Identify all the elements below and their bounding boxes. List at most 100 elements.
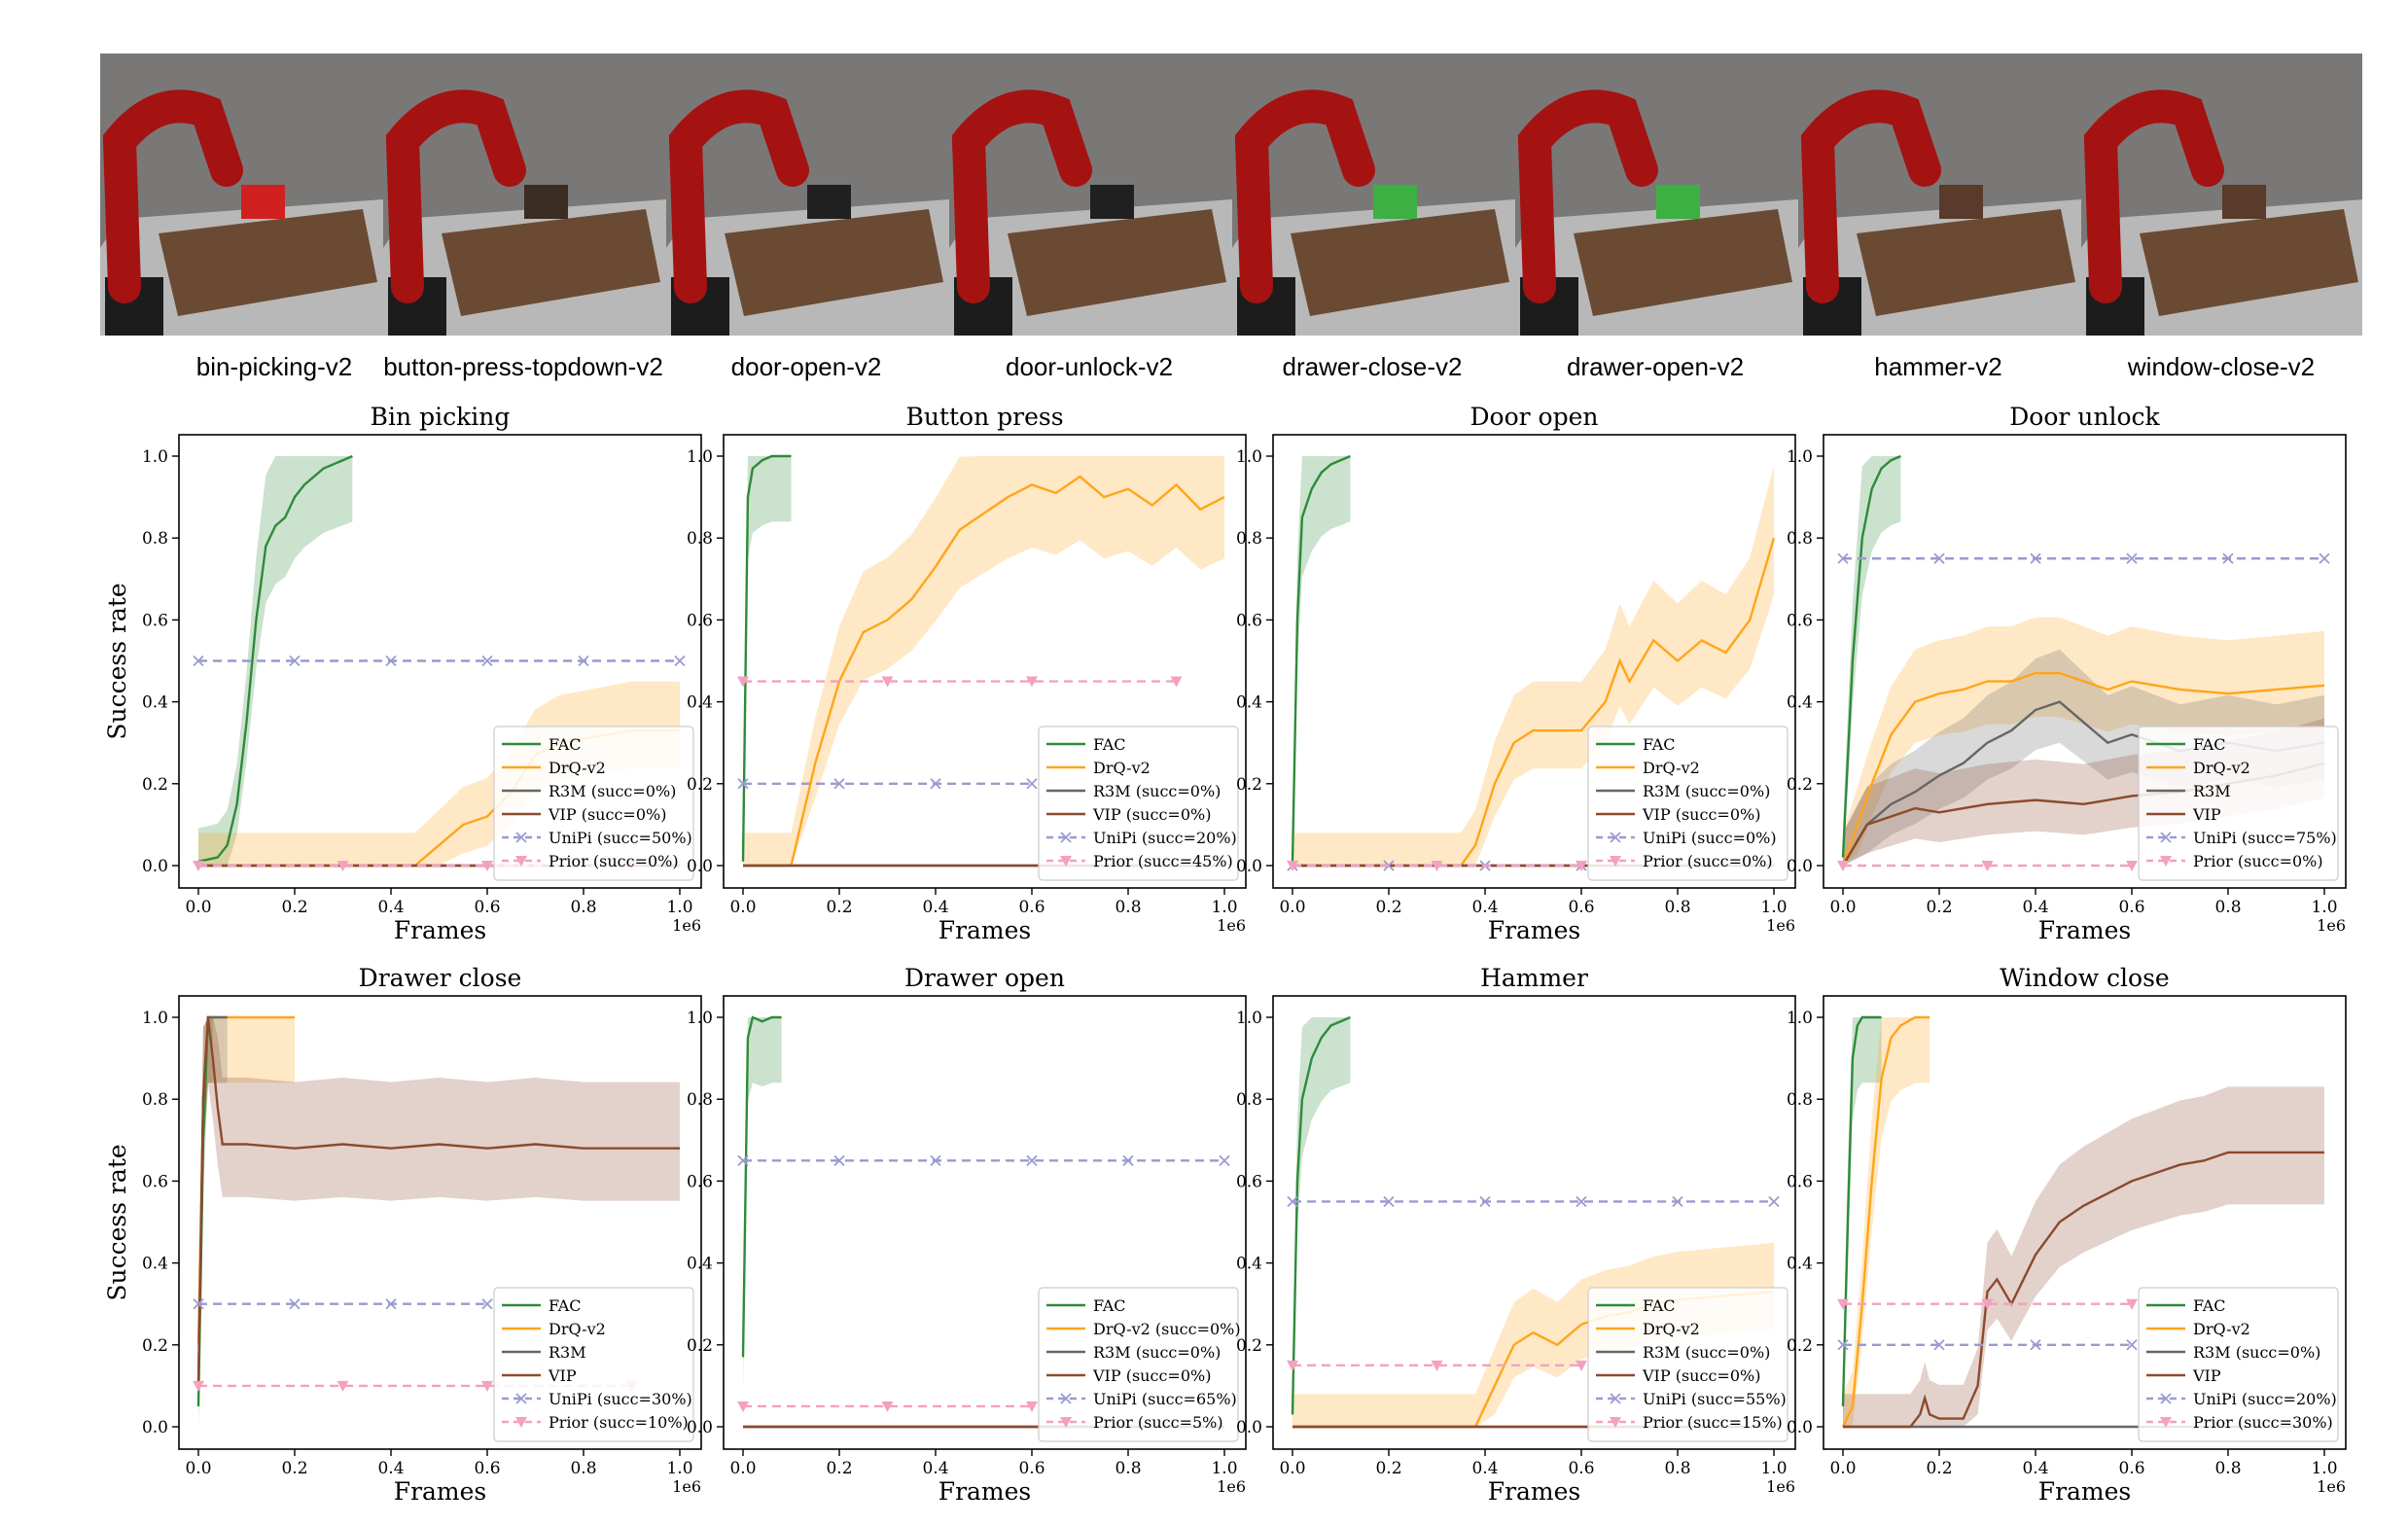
x-tick-label: 0.6	[474, 1459, 500, 1478]
series-line	[741, 454, 792, 862]
x-tick-label: 0.2	[281, 1459, 307, 1478]
scene-robot-arm	[1234, 89, 1375, 303]
x-tick-label: 1.0	[666, 1459, 692, 1478]
legend-entry: VIP (succ=0%)	[1092, 805, 1211, 824]
legend-entry: UniPi (succ=50%)	[549, 829, 692, 847]
series-marker	[737, 1154, 749, 1166]
x-tick-label: 0.2	[826, 1459, 852, 1478]
legend-entry: FAC	[1093, 735, 1126, 754]
series-marker	[1026, 1401, 1038, 1412]
series-marker	[1431, 861, 1443, 871]
env-label-door-unlock: door-unlock-v2	[1006, 352, 1173, 381]
x-scale-label: 1e6	[1217, 1477, 1246, 1496]
x-tick-label: 0.8	[2214, 1459, 2241, 1478]
scene-drawer-close-v2	[1232, 53, 1515, 336]
y-tick-label: 0.4	[142, 1255, 168, 1274]
scene-table	[725, 209, 943, 316]
x-tick-label: 1.0	[666, 898, 692, 917]
env-label-button-press: button-press-topdown-v2	[383, 352, 663, 381]
y-tick-label: 0.2	[1236, 1336, 1262, 1356]
x-tick-label: 0.2	[1375, 1459, 1401, 1478]
legend-marker	[1610, 1417, 1621, 1428]
legend: FAC DrQ-v2 (succ=0%) R3M (succ=0%) VIP (suc…	[1038, 1287, 1241, 1442]
env-label-drawer-open: drawer-open-v2	[1566, 352, 1745, 381]
series-band	[1843, 617, 2324, 866]
x-axis-label: Frames	[2038, 916, 2132, 944]
y-tick-label: 0.4	[687, 693, 713, 713]
legend-entry: Prior (succ=5%)	[1093, 1413, 1223, 1432]
series-band	[1843, 1086, 2324, 1427]
legend-box	[2138, 726, 2339, 881]
scene-object	[807, 185, 851, 219]
y-tick-label: 0.2	[687, 775, 713, 795]
x-tick-label: 0.6	[2118, 898, 2144, 917]
legend-entry: UniPi (succ=0%)	[1643, 829, 1777, 847]
series-line	[197, 454, 353, 863]
scene-robot-arm	[1800, 89, 1941, 303]
scene-object	[1373, 185, 1417, 219]
legend-marker	[515, 1393, 527, 1404]
series-marker	[2319, 552, 2330, 564]
series-line	[1841, 1015, 1930, 1428]
x-axis-label: Frames	[394, 916, 487, 944]
series-marker	[1576, 1195, 1587, 1208]
series-marker	[1768, 1195, 1780, 1208]
scene-object	[241, 185, 285, 219]
x-tick-label: 0.6	[1568, 1459, 1594, 1478]
series-marker	[1933, 552, 1945, 564]
x-tick-label: 0.8	[2214, 898, 2241, 917]
x-scale-label: 1e6	[1766, 916, 1795, 935]
legend-entry: DrQ-v2	[549, 759, 606, 777]
x-tick-label: 0.0	[1829, 1459, 1856, 1478]
series-marker	[1981, 1298, 1994, 1310]
y-tick-label: 0.8	[1787, 1090, 1813, 1110]
series-marker	[2126, 1339, 2138, 1351]
legend-entry: FAC	[2193, 1296, 2226, 1315]
legend-entry: DrQ-v2	[2193, 1320, 2250, 1338]
legend-entry: UniPi (succ=20%)	[2193, 1390, 2337, 1408]
legend-entry: R3M (succ=0%)	[549, 782, 676, 800]
series-marker	[336, 861, 349, 871]
series-marker	[2126, 552, 2138, 564]
y-tick-label: 1.0	[142, 1009, 168, 1028]
scene-robot-arm	[668, 89, 809, 303]
series-band	[198, 1017, 680, 1415]
series-band	[743, 456, 1224, 866]
y-tick-label: 1.0	[687, 1009, 713, 1028]
x-tick-label: 1.0	[2311, 1459, 2337, 1478]
series-line	[741, 1015, 782, 1358]
x-scale-label: 1e6	[2317, 916, 2346, 935]
legend-entry: UniPi (succ=30%)	[549, 1390, 692, 1408]
y-tick-label: 0.2	[142, 1336, 168, 1356]
y-tick-label: 0.4	[687, 1255, 713, 1274]
series-marker	[1576, 861, 1587, 871]
series-marker	[2126, 861, 2138, 871]
series-marker	[674, 655, 686, 667]
legend: FAC DrQ-v2 R3M (succ=0%) VIP (succ=0%) UniPi…	[1038, 726, 1239, 881]
legend-entry: VIP	[2192, 1366, 2221, 1385]
y-tick-label: 0.8	[687, 529, 713, 549]
legend-entry: Prior (succ=10%)	[549, 1413, 689, 1432]
legend-box	[2138, 1287, 2339, 1442]
legend: FAC DrQ-v2 R3M (succ=0%) VIP (succ=0%) UniPi…	[1587, 1287, 1788, 1442]
y-tick-label: 0.2	[687, 1336, 713, 1356]
legend-entry: FAC	[549, 1296, 582, 1315]
y-tick-label: 0.4	[1787, 693, 1813, 713]
x-tick-label: 0.0	[185, 898, 211, 917]
y-tick-label: 0.0	[1236, 1418, 1262, 1437]
chart-3: Door open 0.0 0.2 0.4 0.6 0.8 1.0 0.0 0.2 0.4 0.6 0…	[1236, 403, 1796, 944]
scene-robot-arm	[2083, 89, 2224, 303]
chart-title: Button press	[905, 403, 1063, 431]
legend-entry: UniPi (succ=20%)	[1093, 829, 1237, 847]
robot-scenes	[100, 53, 2362, 336]
series-marker	[289, 655, 301, 667]
series-marker	[833, 778, 845, 790]
x-tick-label: 0.4	[1471, 1459, 1498, 1478]
scene-object	[1090, 185, 1134, 219]
legend-entry: R3M (succ=0%)	[2193, 1343, 2320, 1362]
series-band	[1293, 456, 1351, 866]
legend-entry: VIP	[548, 1366, 577, 1385]
x-tick-label: 0.2	[1926, 1459, 1952, 1478]
y-tick-label: 0.6	[1236, 1172, 1262, 1191]
scene-door-unlock-v2	[949, 53, 1232, 336]
